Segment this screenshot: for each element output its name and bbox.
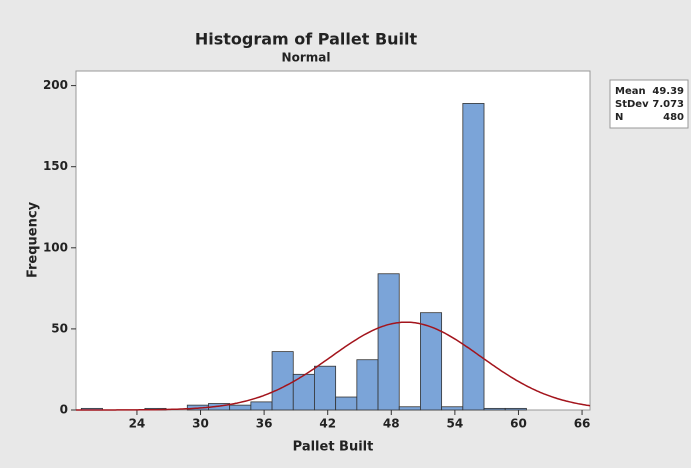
stat-name: N (615, 112, 623, 123)
plot-area (75, 70, 591, 411)
chart-title: Histogram of Pallet Built (195, 30, 418, 49)
chart-subtitle: Normal (282, 51, 331, 65)
x-tick-label: 54 (447, 417, 464, 431)
y-tick-label: 200 (43, 78, 68, 92)
bar (314, 365, 337, 411)
y-tick-label: 150 (43, 159, 68, 173)
y-tick-label: 50 (51, 321, 68, 335)
x-tick-label: 36 (256, 417, 273, 431)
stat-value: 49.39 (652, 86, 684, 97)
x-tick-label: 42 (319, 417, 336, 431)
x-tick-label: 30 (192, 417, 209, 431)
bar (504, 407, 527, 411)
bar (229, 404, 252, 411)
stat-name: Mean (615, 86, 646, 97)
stat-name: StDev (615, 99, 649, 110)
bar (420, 312, 443, 411)
x-tick-label: 60 (510, 417, 527, 431)
bar (377, 273, 400, 411)
x-tick-label: 48 (383, 417, 400, 431)
stats-box (609, 79, 689, 129)
x-tick-label: 24 (129, 417, 146, 431)
x-tick-label: 66 (574, 417, 591, 431)
y-tick-label: 0 (60, 403, 68, 417)
bar (462, 103, 485, 411)
bar (356, 359, 379, 411)
bar (398, 406, 421, 411)
y-axis-label: Frequency (26, 201, 41, 278)
bar (250, 401, 273, 411)
bar (441, 406, 464, 411)
normal-fit-curve (76, 321, 591, 411)
y-tick-label: 100 (43, 240, 68, 254)
bar (483, 407, 506, 411)
bar (335, 396, 358, 411)
bar (271, 351, 294, 411)
stat-value: 480 (663, 112, 684, 123)
x-axis-label: Pallet Built (293, 440, 374, 455)
stat-value: 7.073 (652, 99, 684, 110)
